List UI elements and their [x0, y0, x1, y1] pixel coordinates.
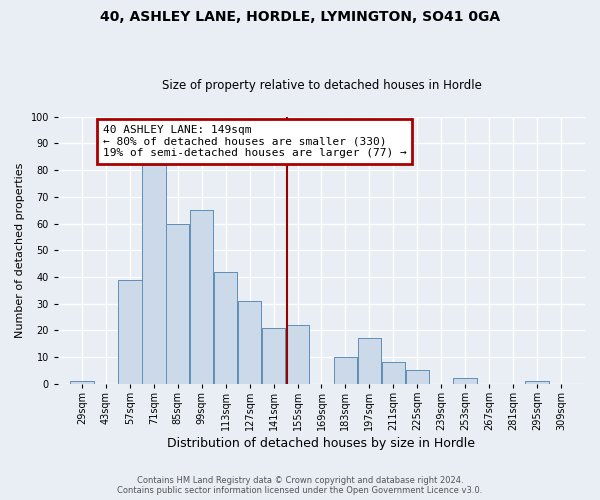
Bar — [334, 357, 357, 384]
Bar — [358, 338, 381, 384]
Bar — [214, 272, 238, 384]
Bar — [382, 362, 405, 384]
Text: Contains HM Land Registry data © Crown copyright and database right 2024.
Contai: Contains HM Land Registry data © Crown c… — [118, 476, 482, 495]
Text: 40, ASHLEY LANE, HORDLE, LYMINGTON, SO41 0GA: 40, ASHLEY LANE, HORDLE, LYMINGTON, SO41… — [100, 10, 500, 24]
Bar — [70, 381, 94, 384]
Y-axis label: Number of detached properties: Number of detached properties — [15, 162, 25, 338]
Bar — [454, 378, 477, 384]
Bar — [142, 165, 166, 384]
Bar — [238, 301, 262, 384]
Bar — [406, 370, 429, 384]
Bar — [286, 325, 309, 384]
Bar — [166, 224, 190, 384]
Bar — [262, 328, 285, 384]
Bar — [118, 280, 142, 384]
Text: 40 ASHLEY LANE: 149sqm
← 80% of detached houses are smaller (330)
19% of semi-de: 40 ASHLEY LANE: 149sqm ← 80% of detached… — [103, 125, 407, 158]
Bar — [238, 301, 262, 384]
Title: Size of property relative to detached houses in Hordle: Size of property relative to detached ho… — [161, 79, 481, 92]
Bar — [262, 328, 285, 384]
Bar — [358, 338, 381, 384]
Bar — [526, 381, 549, 384]
X-axis label: Distribution of detached houses by size in Hordle: Distribution of detached houses by size … — [167, 437, 475, 450]
Bar — [286, 325, 309, 384]
Bar — [214, 272, 238, 384]
Bar — [526, 381, 549, 384]
Bar — [70, 381, 94, 384]
Bar — [334, 357, 357, 384]
Bar — [382, 362, 405, 384]
Bar — [118, 280, 142, 384]
Bar — [142, 165, 166, 384]
Bar — [166, 224, 190, 384]
Bar — [190, 210, 214, 384]
Bar — [190, 210, 214, 384]
Bar — [454, 378, 477, 384]
Bar — [406, 370, 429, 384]
